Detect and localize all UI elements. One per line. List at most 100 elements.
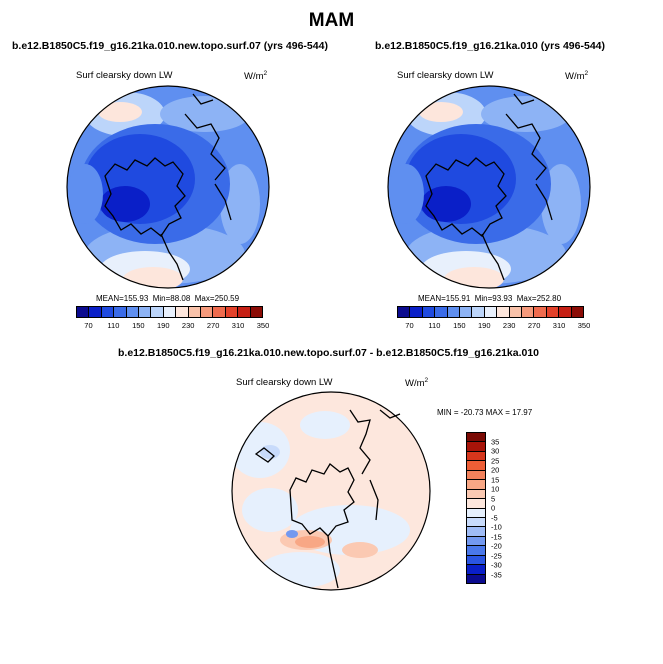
colorbar-tick-label: 150 <box>453 321 466 330</box>
panel-2-colorbar <box>397 306 584 318</box>
colorbar-swatch <box>522 307 535 317</box>
colorbar-tick-label: 310 <box>231 321 245 330</box>
colorbar-swatch <box>467 565 485 575</box>
colorbar-swatch <box>89 307 102 317</box>
panel-3-map-boundary <box>231 391 431 591</box>
colorbar-swatch <box>467 470 485 481</box>
colorbar-swatch <box>467 508 485 518</box>
colorbar-swatch <box>467 555 485 566</box>
colorbar-tick-label: -35 <box>491 570 502 579</box>
colorbar-swatch <box>398 307 411 317</box>
colorbar-tick-label: 110 <box>107 321 120 330</box>
colorbar-tick-label: 150 <box>132 321 145 330</box>
colorbar-swatch <box>460 307 473 317</box>
colorbar-tick-label: 230 <box>502 321 516 330</box>
colorbar-tick-label: 110 <box>428 321 441 330</box>
colorbar-tick-label: 270 <box>206 321 220 330</box>
colorbar-swatch <box>534 307 547 317</box>
colorbar-tick-label: 10 <box>491 484 500 494</box>
panel-1-variable-label: Surf clearsky down LW <box>76 70 173 81</box>
colorbar-swatch <box>447 307 461 317</box>
colorbar-swatch <box>467 574 485 583</box>
colorbar-swatch <box>422 307 436 317</box>
panel-1-units: W/m2 <box>244 70 268 83</box>
colorbar-swatch <box>546 307 560 317</box>
colorbar-swatch <box>225 307 239 317</box>
colorbar-swatch <box>176 307 189 317</box>
colorbar-swatch <box>467 489 485 500</box>
colorbar-swatch <box>467 442 485 452</box>
colorbar-swatch <box>238 307 251 317</box>
colorbar-tick-label: -20 <box>491 541 502 551</box>
colorbar-swatch <box>250 307 263 317</box>
panel-3-colorbar <box>466 432 486 584</box>
colorbar-tick-label: 5 <box>491 494 496 503</box>
panel-1-coastlines <box>104 93 232 281</box>
panel-2-colorbar-labels: 70 110 150 190 230 270 310 350 <box>397 321 590 331</box>
panel-2-units: W/m2 <box>565 70 589 83</box>
colorbar-swatch <box>467 451 485 462</box>
colorbar-tick-label: 190 <box>478 321 491 330</box>
colorbar-tick-label: -25 <box>491 551 502 560</box>
colorbar-swatch <box>213 307 226 317</box>
panel-1-colorbar-labels: 70 110 150 190 230 270 310 350 <box>76 321 269 331</box>
colorbar-swatch <box>467 461 485 471</box>
figure-title: MAM <box>308 10 355 31</box>
panel-2-polar-map <box>387 85 591 289</box>
colorbar-tick-label: 70 <box>84 321 93 330</box>
colorbar-swatch <box>410 307 423 317</box>
panel-3-units: W/m2 <box>405 377 429 390</box>
colorbar-swatch <box>188 307 202 317</box>
colorbar-tick-label: 35 <box>491 437 500 446</box>
colorbar-tick-label: -10 <box>491 522 502 532</box>
panel-1-map-boundary <box>66 85 270 289</box>
colorbar-swatch <box>497 307 510 317</box>
colorbar-tick-label: 25 <box>491 456 500 465</box>
colorbar-swatch <box>484 307 498 317</box>
colorbar-swatch <box>559 307 572 317</box>
panel-2-map-boundary <box>387 85 591 289</box>
colorbar-tick-label: 350 <box>256 321 270 330</box>
colorbar-tick-label: 350 <box>577 321 591 330</box>
panel-3-polar-map <box>231 391 431 591</box>
panel-2-case-title: b.e12.B1850C5.f19_g16.21ka.010 (yrs 496-… <box>375 40 605 52</box>
colorbar-tick-label: -30 <box>491 560 502 570</box>
colorbar-tick-label: 70 <box>405 321 414 330</box>
colorbar-tick-label: 310 <box>552 321 566 330</box>
colorbar-swatch <box>101 307 115 317</box>
colorbar-swatch <box>126 307 140 317</box>
colorbar-tick-label: 15 <box>491 475 500 484</box>
colorbar-tick-label: 230 <box>181 321 195 330</box>
panel-1-case-title: b.e12.B1850C5.f19_g16.21ka.010.new.topo.… <box>12 40 328 52</box>
colorbar-swatch <box>467 546 485 556</box>
colorbar-swatch <box>163 307 177 317</box>
colorbar-swatch <box>467 499 485 509</box>
colorbar-tick-label: 270 <box>527 321 541 330</box>
panel-3-case-title: b.e12.B1850C5.f19_g16.21ka.010.new.topo.… <box>118 347 540 359</box>
panel-3-colorbar-labels: 35 30 25 20 15 10 5 0 -5 -10 -15 -20 -25 -30 -35 <box>491 432 521 584</box>
panel-3-variable-label: Surf clearsky down LW <box>236 377 333 388</box>
colorbar-swatch <box>201 307 214 317</box>
panel-1-polar-map <box>66 85 270 289</box>
colorbar-tick-label: 30 <box>491 446 500 456</box>
colorbar-tick-label: -5 <box>491 513 498 522</box>
colorbar-swatch <box>472 307 485 317</box>
colorbar-tick-label: -15 <box>491 532 502 541</box>
panel-2-stats: MEAN=155.91 Min=93.93 Max=252.80 <box>418 294 562 303</box>
panel-2-variable-label: Surf clearsky down LW <box>397 70 494 81</box>
panel-2-coastlines <box>425 93 553 281</box>
colorbar-swatch <box>509 307 523 317</box>
panel-1-stats: MEAN=155.93 Min=88.08 Max=250.59 <box>96 294 240 303</box>
colorbar-swatch <box>467 517 485 528</box>
colorbar-swatch <box>139 307 152 317</box>
colorbar-tick-label: 20 <box>491 465 500 475</box>
panel-3-stats: MIN = -20.73 MAX = 17.97 <box>437 408 533 417</box>
colorbar-swatch <box>467 527 485 537</box>
colorbar-tick-label: 0 <box>491 503 496 513</box>
colorbar-swatch <box>151 307 164 317</box>
colorbar-swatch <box>467 536 485 547</box>
colorbar-tick-label: 190 <box>157 321 170 330</box>
colorbar-swatch <box>114 307 127 317</box>
colorbar-swatch <box>467 433 485 443</box>
